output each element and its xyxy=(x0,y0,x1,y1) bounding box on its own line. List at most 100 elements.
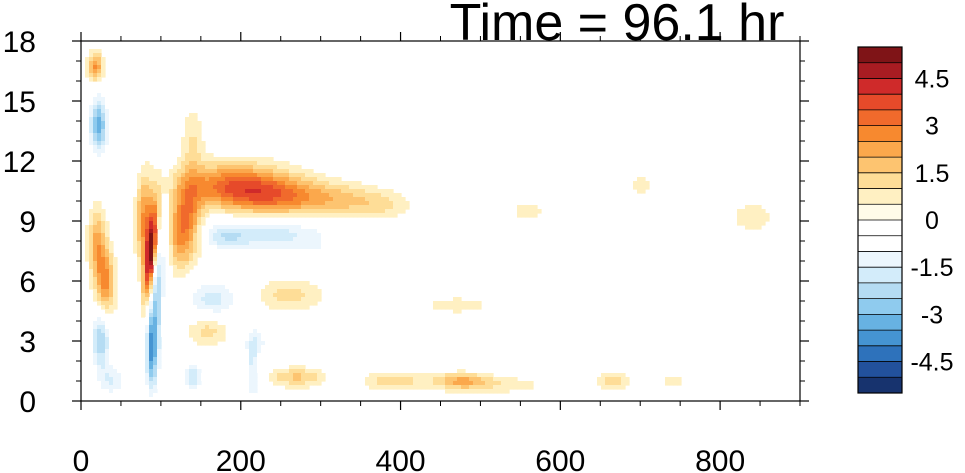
heatmap-cell xyxy=(409,373,414,378)
heatmap-cell xyxy=(669,377,674,382)
heatmap-cell xyxy=(193,193,198,198)
heatmap-cell xyxy=(141,253,146,258)
heatmap-cell xyxy=(261,333,266,338)
heatmap-cell xyxy=(377,201,382,206)
heatmap-cell xyxy=(93,333,98,338)
heatmap-cell xyxy=(385,373,390,378)
heatmap-cell xyxy=(97,229,102,234)
heatmap-cell xyxy=(317,177,322,182)
heatmap-cell xyxy=(317,293,322,298)
heatmap-cell xyxy=(309,377,314,382)
heatmap-cell xyxy=(197,133,202,138)
heatmap-cell xyxy=(257,253,262,258)
heatmap-cell xyxy=(285,181,290,186)
heatmap-cell xyxy=(341,241,346,246)
heatmap-cell xyxy=(433,381,438,386)
heatmap-cell xyxy=(97,161,102,166)
heatmap-cell xyxy=(213,329,218,334)
heatmap-cell xyxy=(109,285,114,290)
heatmap-cell xyxy=(341,201,346,206)
heatmap-cell xyxy=(349,181,354,186)
heatmap-cell xyxy=(309,197,314,202)
heatmap-cell xyxy=(229,209,234,214)
heatmap-cell xyxy=(473,373,478,378)
heatmap-cell xyxy=(265,293,270,298)
heatmap-cell xyxy=(193,389,198,394)
heatmap-cell xyxy=(501,385,506,390)
heatmap-cell xyxy=(93,341,98,346)
heatmap-cell xyxy=(161,329,166,334)
heatmap-cell xyxy=(133,217,138,222)
heatmap-cell xyxy=(169,177,174,182)
heatmap-cell xyxy=(357,197,362,202)
heatmap-cell xyxy=(253,377,258,382)
heatmap-cell xyxy=(145,325,150,330)
heatmap-cell xyxy=(189,253,194,258)
heatmap-cell xyxy=(237,173,242,178)
heatmap-cell xyxy=(93,261,98,266)
heatmap-cell xyxy=(689,341,694,346)
heatmap-cell xyxy=(133,229,138,234)
heatmap-cell xyxy=(741,217,746,222)
heatmap-cell xyxy=(193,301,198,306)
heatmap-cell xyxy=(125,193,130,198)
heatmap-cell xyxy=(97,325,102,330)
heatmap-cell xyxy=(101,393,106,398)
heatmap-cell xyxy=(145,365,150,370)
heatmap-cell xyxy=(217,157,222,162)
heatmap-cell xyxy=(349,209,354,214)
heatmap-cell xyxy=(97,121,102,126)
heatmap-cell xyxy=(233,205,238,210)
heatmap-cell xyxy=(85,241,90,246)
heatmap-cell xyxy=(201,201,206,206)
heatmap-cell xyxy=(149,225,154,230)
heatmap-cell xyxy=(201,145,206,150)
heatmap-cell xyxy=(289,381,294,386)
heatmap-cell xyxy=(113,369,118,374)
heatmap-cell xyxy=(205,205,210,210)
heatmap-cell xyxy=(97,345,102,350)
heatmap-cell xyxy=(161,245,166,250)
heatmap-cell xyxy=(253,205,258,210)
heatmap-cell xyxy=(209,201,214,206)
heatmap-cell xyxy=(105,345,110,350)
heatmap-cell xyxy=(349,189,354,194)
heatmap-cell xyxy=(453,377,458,382)
heatmap-cell xyxy=(197,237,202,242)
x-tick-label: 200 xyxy=(216,445,266,473)
heatmap-cell xyxy=(189,381,194,386)
heatmap-cell xyxy=(133,245,138,250)
heatmap-cell xyxy=(189,365,194,370)
heatmap-cell xyxy=(333,229,338,234)
heatmap-cell xyxy=(109,361,114,366)
heatmap-cell xyxy=(333,233,338,238)
heatmap-cell xyxy=(153,241,158,246)
heatmap-cell xyxy=(113,285,118,290)
heatmap-cell xyxy=(145,225,150,230)
heatmap-cell xyxy=(153,213,158,218)
heatmap-cell xyxy=(205,153,210,158)
heatmap-cell xyxy=(309,229,314,234)
heatmap-cell xyxy=(93,53,98,58)
heatmap-cell xyxy=(285,201,290,206)
heatmap-cell xyxy=(317,185,322,190)
heatmap-cell xyxy=(145,369,150,374)
heatmap-cell xyxy=(121,173,126,178)
heatmap-cell xyxy=(373,185,378,190)
heatmap-cell xyxy=(249,61,254,66)
heatmap-cell xyxy=(225,277,230,282)
heatmap-cell xyxy=(213,297,218,302)
heatmap-cell xyxy=(333,185,338,190)
heatmap-cell xyxy=(153,209,158,214)
heatmap-cell xyxy=(101,101,106,106)
heatmap-cell xyxy=(321,249,326,254)
heatmap-cell xyxy=(285,213,290,218)
heatmap-cell xyxy=(153,245,158,250)
heatmap-cell xyxy=(197,293,202,298)
heatmap-cell xyxy=(485,373,490,378)
heatmap-cell xyxy=(229,305,234,310)
heatmap-cell xyxy=(365,249,370,254)
heatmap-cell xyxy=(193,145,198,150)
heatmap-cell xyxy=(237,213,242,218)
heatmap-cell xyxy=(141,313,146,318)
